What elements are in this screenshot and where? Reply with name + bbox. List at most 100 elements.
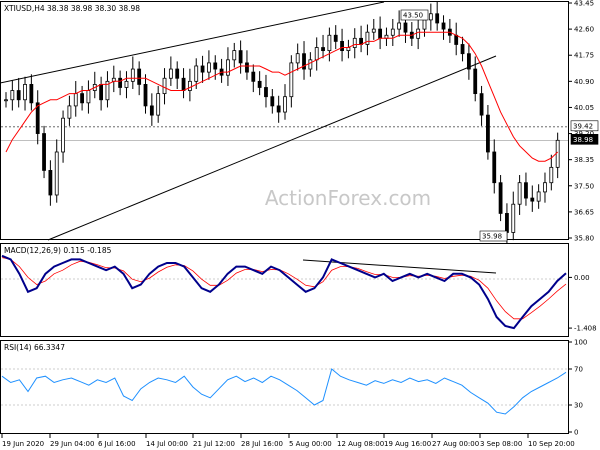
moving-average-line	[5, 31, 559, 162]
time-tick-label: 21 Jul 12:00	[193, 440, 235, 448]
candle-body	[549, 166, 554, 184]
candle-body	[16, 90, 21, 101]
candle-body	[187, 80, 192, 91]
price-tick-label: 41.75	[574, 52, 594, 60]
candle-body	[270, 96, 275, 107]
macd-axis-ticks: 0.00 -1.408	[568, 274, 597, 333]
candle-body	[264, 87, 268, 98]
candle-body	[156, 93, 161, 116]
candle-body	[238, 50, 243, 64]
time-tick-label: 10 Sep 20:00	[528, 440, 575, 448]
rsi-tick-label: 30	[574, 402, 583, 410]
price-tick-label: 37.50	[574, 182, 594, 190]
candle-body	[479, 93, 484, 116]
time-tick-label: 3 Sep 08:00	[480, 440, 522, 448]
rsi-panel-title: RSI(14) 66.3347	[4, 343, 65, 352]
candle-body	[175, 68, 180, 79]
macd-signal-line	[1, 257, 567, 320]
candle-body	[289, 62, 294, 98]
time-tick-label: 19 Aug 16:00	[384, 440, 431, 448]
candle-body	[295, 53, 300, 64]
candle-body	[505, 213, 509, 233]
candle-body	[194, 65, 199, 82]
price-tick-label: 36.65	[574, 208, 594, 216]
candle-body	[118, 77, 123, 88]
candle-body	[428, 13, 433, 21]
candle-body	[213, 62, 218, 70]
candle-body	[99, 84, 104, 101]
candle-body	[530, 197, 535, 202]
price-tick-label: 40.90	[574, 78, 594, 86]
candle-body	[517, 182, 522, 205]
macd-panel-frame	[0, 243, 569, 337]
candle-body	[498, 182, 503, 214]
rsi-axis-ticks: 100 70 30 0	[1, 339, 587, 437]
rsi-tick-label: 100	[574, 339, 587, 347]
time-tick-label: 27 Aug 00:00	[432, 440, 479, 448]
level-price-label-box	[570, 120, 599, 132]
candle-body	[397, 22, 402, 30]
candle-body	[23, 84, 27, 101]
rsi-tick-label: 70	[574, 366, 583, 374]
candle-body	[137, 68, 142, 85]
candle-body	[340, 40, 344, 52]
candle-body	[321, 47, 325, 52]
price-panel-frame	[0, 1, 569, 240]
candle-body	[422, 19, 427, 30]
candle-body	[35, 102, 40, 134]
candle-body	[466, 53, 471, 70]
candle-body	[352, 37, 357, 48]
rsi-panel-frame	[0, 340, 569, 434]
high-annotation-box	[400, 9, 429, 21]
price-panel-title: XTIUSD,H4 38.38 38.98 38.30 38.98	[4, 4, 140, 13]
candle-body	[524, 182, 528, 199]
candle-body	[555, 139, 560, 168]
macd-line	[1, 254, 567, 330]
candle-body	[226, 59, 230, 76]
price-tick-label: 43.45	[574, 0, 594, 8]
candle-body	[473, 68, 478, 95]
candle-body	[257, 80, 262, 88]
candle-body	[181, 77, 186, 91]
time-tick-label: 6 Jul 16:00	[98, 440, 136, 448]
candle-body	[200, 65, 205, 73]
current-price-label-box	[570, 134, 599, 145]
candle-body	[10, 90, 15, 101]
time-tick-label: 19 Jun 2020	[2, 440, 44, 448]
candle-body	[162, 77, 167, 95]
level-price-label: 39.42	[573, 122, 593, 130]
channel-trendlines	[0, 1, 497, 241]
candle-body	[207, 62, 211, 73]
candle-body	[441, 22, 446, 30]
candle-body	[143, 84, 148, 107]
macd-tick-label: 0.00	[574, 274, 590, 282]
candle-body	[232, 50, 237, 61]
candle-body	[333, 34, 338, 42]
rsi-tick-label: 0	[574, 429, 578, 437]
candle-body	[314, 47, 319, 61]
candle-body	[403, 22, 408, 33]
price-annotations: 43.50 35.98 39.42 38.98	[400, 9, 599, 242]
price-candles	[4, 1, 560, 244]
candle-body	[511, 203, 516, 233]
candle-body	[302, 53, 306, 70]
candle-body	[61, 117, 65, 153]
watermark: ActionForex.com	[265, 186, 431, 210]
candle-body	[416, 28, 421, 39]
price-tick-label: 35.80	[574, 235, 594, 243]
candle-body	[486, 114, 490, 153]
candle-body	[29, 84, 34, 104]
current-price-label: 38.98	[573, 136, 593, 144]
candle-body	[67, 105, 72, 119]
candle-body	[86, 90, 91, 104]
candle-body	[245, 62, 249, 73]
price-tick-label: 42.60	[574, 26, 594, 34]
candle-body	[390, 28, 395, 36]
candle-body	[130, 68, 135, 82]
candle-body	[371, 28, 376, 33]
time-tick-label: 29 Jun 04:00	[50, 440, 94, 448]
candle-body	[346, 47, 351, 52]
candle-body	[365, 31, 370, 45]
macd-tick-label: -1.408	[574, 325, 597, 333]
macd-divergence-line	[302, 259, 497, 274]
